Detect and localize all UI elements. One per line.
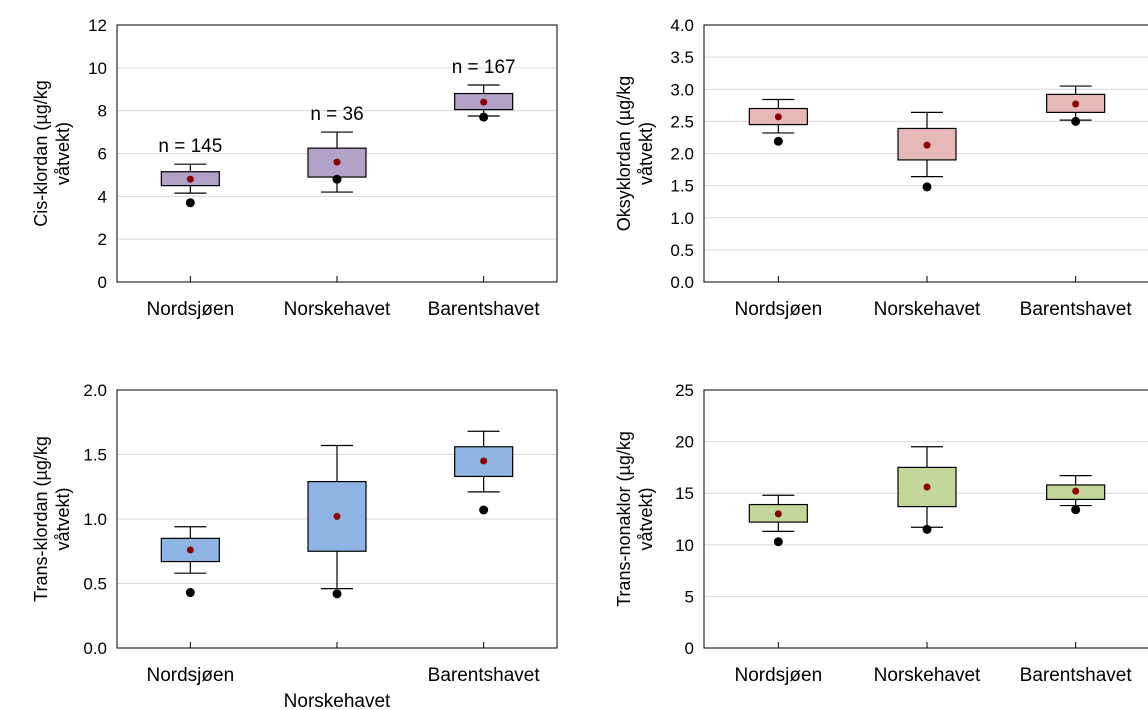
y-tick-label: 5 (685, 587, 694, 606)
y-tick-label: 15 (675, 484, 694, 503)
black-point (332, 174, 342, 184)
y-tick-label: 1.5 (83, 446, 107, 465)
category-label: Barentshavet (428, 665, 541, 686)
chart-panel-2: 0.0 0.5 1.0 1.5 2.0 2.5 3.0 3.5 4.0 Oksyklordan (… (614, 16, 1148, 320)
box-2: Norskehavet (874, 111, 981, 320)
y-tick-label: 1.5 (670, 177, 694, 196)
box-3: Barentshavet (1020, 475, 1133, 686)
mean-point (186, 546, 194, 554)
category-label: Barentshavet (1020, 665, 1133, 686)
y-tick-label: 0.5 (670, 241, 694, 260)
y-tick-label: 3.5 (670, 48, 694, 67)
box-3: Barentshavet (1020, 85, 1133, 320)
y-axis-label: Oksyklordan (µg/kg våtvekt) (614, 76, 656, 231)
black-point (479, 505, 489, 515)
box-2: n = 36 Norskehavet (284, 104, 391, 320)
n-label: n = 36 (310, 104, 363, 125)
y-tick-label: 25 (675, 381, 694, 400)
mean-point (480, 98, 488, 106)
black-point (185, 198, 195, 208)
category-label: Norskehavet (284, 299, 391, 320)
y-tick-label: 2 (98, 230, 107, 249)
category-label: Nordsjøen (735, 299, 823, 320)
y-axis-label: Trans-nonaklor (µg/kg våtvekt) (614, 431, 656, 607)
y-tick-label: 8 (98, 102, 107, 121)
box-1: Nordsjøen (735, 98, 823, 320)
y-tick-label: 2.0 (670, 145, 694, 164)
y-tick-label: 2.5 (670, 112, 694, 131)
box-3: Barentshavet (428, 430, 541, 686)
category-label: Nordsjøen (735, 665, 823, 686)
mean-point (923, 483, 931, 491)
y-tick-label: 1.0 (83, 510, 107, 529)
y-tick-label: 20 (675, 433, 694, 452)
y-axis-label: Trans-klordan (µg/kg våtvekt) (31, 436, 73, 602)
black-point (1071, 505, 1081, 515)
box-1: n = 145 Nordsjøen (147, 136, 235, 320)
y-tick-label: 12 (88, 16, 107, 35)
box-2: Norskehavet (284, 444, 391, 710)
y-tick-label: 4.0 (670, 16, 694, 35)
chart-panel-1: 0 2 4 6 8 10 12 Cis-klordan (µg/kg våtvekt) n = 1… (31, 16, 558, 320)
y-tick-label: 4 (98, 187, 107, 206)
n-label: n = 167 (452, 57, 516, 78)
black-point (922, 182, 932, 192)
y-tick-label: 0.0 (670, 273, 694, 292)
y-tick-label: 10 (675, 536, 694, 555)
black-point (185, 588, 195, 598)
category-label: Barentshavet (428, 299, 541, 320)
chart-panel-4: 0 5 10 15 20 25 Trans-nonaklor (µg/kg våtvekt) N… (614, 381, 1148, 686)
chart-panel-3: 0.0 0.5 1.0 1.5 2.0 Trans-klordan (µg/kg våtve… (31, 381, 558, 710)
mean-point (774, 113, 782, 121)
mean-point (333, 512, 341, 520)
mean-point (1072, 100, 1080, 108)
y-tick-label: 0 (98, 273, 107, 292)
box-1: Nordsjøen (735, 494, 823, 686)
mean-point (774, 510, 782, 518)
black-point (922, 524, 932, 534)
mean-point (186, 175, 194, 183)
mean-point (923, 141, 931, 149)
category-label: Nordsjøen (147, 665, 235, 686)
category-label: Nordsjøen (147, 299, 235, 320)
y-tick-label: 2.0 (83, 381, 107, 400)
y-tick-label: 10 (88, 59, 107, 78)
y-tick-label: 0.5 (83, 575, 107, 594)
y-tick-label: 1.0 (670, 209, 694, 228)
category-label: Norskehavet (284, 691, 391, 710)
mean-point (1072, 487, 1080, 495)
black-point (773, 136, 783, 146)
y-tick-label: 0.0 (83, 639, 107, 658)
box-2: Norskehavet (874, 446, 981, 686)
y-axis-label: Cis-klordan (µg/kg våtvekt) (31, 80, 73, 226)
y-tick-label: 6 (98, 145, 107, 164)
category-label: Norskehavet (874, 299, 981, 320)
box-3: n = 167 Barentshavet (428, 57, 541, 320)
black-point (773, 537, 783, 547)
mean-point (333, 158, 341, 166)
y-tick-label: 0 (685, 639, 694, 658)
box-1: Nordsjøen (147, 526, 235, 686)
black-point (479, 112, 489, 122)
mean-point (480, 457, 488, 465)
black-point (332, 589, 342, 599)
black-point (1071, 116, 1081, 126)
category-label: Barentshavet (1020, 299, 1133, 320)
category-label: Norskehavet (874, 665, 981, 686)
y-tick-label: 3.0 (670, 80, 694, 99)
n-label: n = 145 (158, 136, 222, 157)
